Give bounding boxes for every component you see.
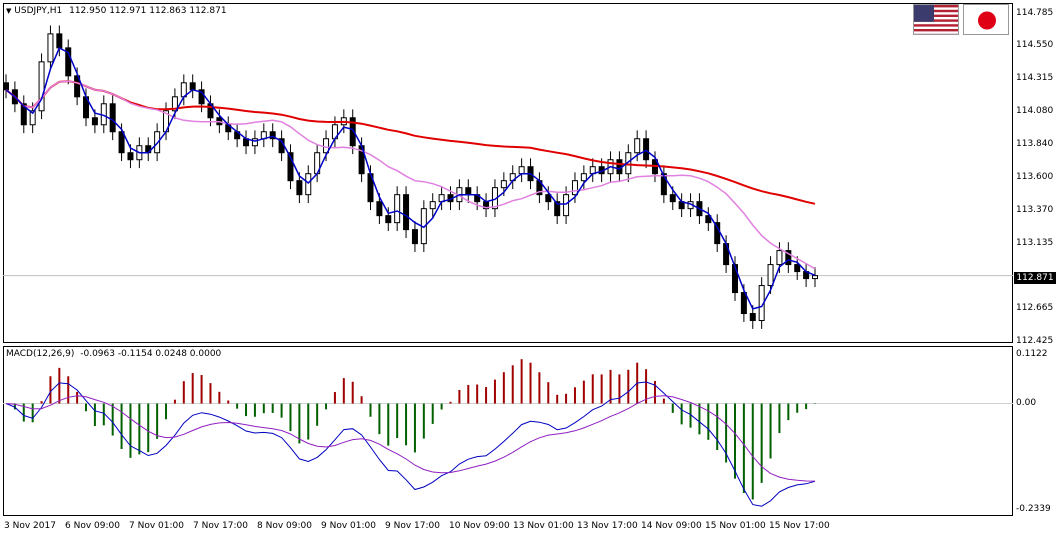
time-tick: 10 Nov 09:00: [449, 521, 510, 531]
candle-body: [563, 194, 570, 217]
candle-body: [287, 152, 294, 182]
candle-body: [3, 82, 9, 91]
macd-main-line: [5, 381, 816, 507]
time-tick: 7 Nov 01:00: [129, 521, 184, 531]
candle-body: [376, 201, 383, 217]
macd-indicator-pane[interactable]: [3, 346, 1013, 516]
macd-signal-line: [5, 395, 816, 482]
ma-fast-line: [5, 46, 816, 310]
candle-body: [571, 180, 578, 196]
chart-title: ▼ USDJPY,H1 112.950 112.971 112.863 112.…: [6, 6, 227, 16]
time-tick: 6 Nov 09:00: [65, 521, 120, 531]
candle-body: [580, 173, 587, 182]
candle-body: [269, 131, 276, 140]
candle-body: [118, 131, 125, 154]
candle-body: [305, 173, 312, 196]
candle-body: [296, 180, 303, 196]
candle-body: [385, 215, 392, 224]
candle-body: [705, 215, 712, 224]
ma-mid-line: [5, 80, 816, 270]
candle-body: [518, 166, 525, 175]
time-tick: 15 Nov 01:00: [705, 521, 766, 531]
candle-body: [669, 194, 676, 203]
candle-body: [554, 201, 561, 217]
candle-body: [91, 117, 98, 126]
time-tick: 13 Nov 01:00: [513, 521, 574, 531]
ma-long-line: [5, 80, 816, 205]
jpy-flag-icon: [963, 4, 1009, 35]
price-tick: 114.550: [1016, 40, 1054, 50]
time-tick: 3 Nov 2017: [4, 521, 56, 531]
candle-body: [127, 152, 134, 161]
time-tick: 15 Nov 17:00: [769, 521, 830, 531]
ohlc-values: 112.950 112.971 112.863 112.871: [69, 6, 227, 16]
candle-body: [465, 187, 472, 196]
price-tick: 113.600: [1016, 172, 1054, 182]
macd-values: -0.0963 -0.1154 0.0248 0.0000: [80, 349, 222, 359]
price-tick: 114.785: [1016, 8, 1054, 18]
candle-body: [65, 47, 72, 77]
candle-body: [251, 138, 258, 147]
candle-body: [411, 229, 418, 245]
macd-tick: 0.1122: [1016, 349, 1048, 359]
symbol-title: USDJPY,H1: [14, 6, 63, 16]
candle-body: [20, 103, 27, 126]
price-chart-pane[interactable]: [3, 3, 1013, 343]
price-tick: 114.315: [1016, 73, 1054, 83]
macd-tick: -0.2339: [1016, 504, 1051, 514]
price-tick: 112.425: [1016, 336, 1054, 346]
candle-body: [785, 250, 792, 266]
candle-body: [74, 75, 81, 98]
candle-body: [394, 194, 401, 224]
candle-body: [349, 117, 356, 147]
candle-body: [740, 292, 747, 315]
time-tick: 9 Nov 01:00: [321, 521, 376, 531]
candle-body: [109, 103, 116, 133]
candle-body: [545, 194, 552, 203]
candle-body: [189, 82, 196, 91]
candle-body: [749, 313, 756, 322]
candle-body: [29, 110, 36, 126]
macd-title: MACD(12,26,9) -0.0963 -0.1154 0.0248 0.0…: [6, 349, 221, 359]
usd-flag-icon: [913, 4, 959, 35]
candle-body: [731, 264, 738, 294]
price-tick: 113.840: [1016, 139, 1054, 149]
candle-body: [403, 194, 410, 231]
candle-body: [643, 138, 650, 161]
price-tick: 114.080: [1016, 106, 1054, 116]
macd-label: MACD(12,26,9): [6, 349, 75, 359]
candle-body: [56, 33, 63, 49]
price-tick: 112.665: [1016, 303, 1054, 313]
candle-body: [767, 264, 774, 287]
time-tick: 7 Nov 17:00: [193, 521, 248, 531]
candle-body: [500, 180, 507, 189]
price-tick: 113.370: [1016, 205, 1054, 215]
time-tick: 9 Nov 17:00: [385, 521, 440, 531]
candle-body: [47, 33, 54, 63]
time-tick: 13 Nov 17:00: [577, 521, 638, 531]
dropdown-triangle-icon[interactable]: ▼: [6, 7, 12, 15]
time-tick: 14 Nov 09:00: [641, 521, 702, 531]
candle-body: [198, 89, 205, 105]
current-price-tag: 112.871: [1014, 272, 1056, 284]
candle-body: [794, 264, 801, 273]
candle-body: [776, 250, 783, 266]
price-tick: 113.135: [1016, 238, 1054, 248]
candle-body: [634, 138, 641, 154]
candle-body: [38, 61, 45, 112]
time-tick: 8 Nov 09:00: [257, 521, 312, 531]
candle-body: [660, 173, 667, 196]
candle-body: [812, 275, 818, 280]
macd-tick: 0.00: [1016, 398, 1037, 408]
candle-body: [171, 96, 178, 112]
candle-body: [429, 201, 436, 210]
